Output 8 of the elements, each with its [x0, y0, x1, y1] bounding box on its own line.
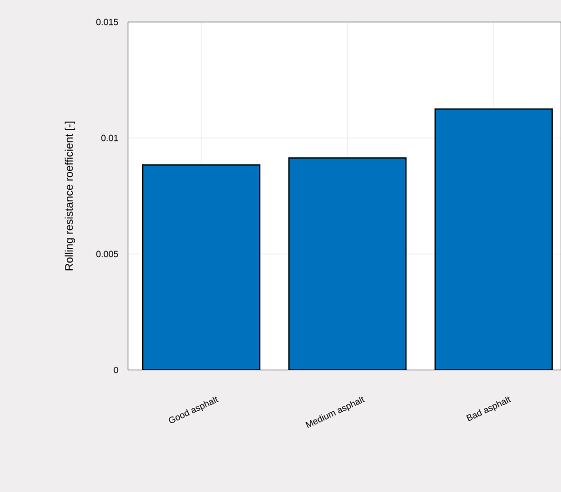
bar — [142, 164, 260, 370]
bar — [434, 108, 553, 370]
bar — [288, 157, 407, 370]
y-tick-label: 0.005 — [96, 250, 118, 258]
y-axis-title: Rolling resistance roefficient [-] — [64, 122, 76, 270]
y-tick-label: 0 — [114, 366, 118, 374]
y-tick-label: 0.015 — [96, 18, 118, 26]
y-tick-label: 0.01 — [101, 134, 118, 142]
